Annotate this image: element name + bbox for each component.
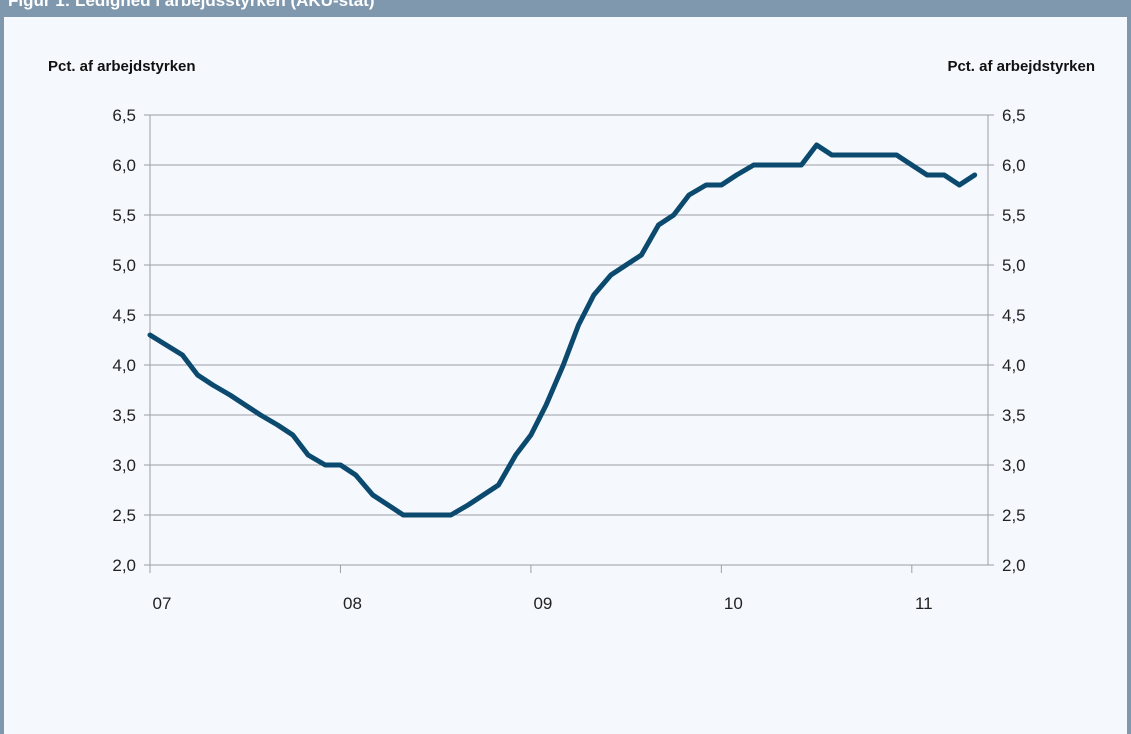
- y-tick-label-right: 2,0: [1002, 556, 1026, 575]
- y-tick-label-right: 3,0: [1002, 456, 1026, 475]
- y-tick-label-right: 5,5: [1002, 206, 1026, 225]
- y-tick-label-left: 3,0: [112, 456, 136, 475]
- y-tick-label-left: 5,5: [112, 206, 136, 225]
- y-tick-label-left: 6,5: [112, 106, 136, 125]
- series-line: [147, 142, 978, 518]
- figure-title: Figur 1: Ledighed i arbejdsstyrken (AKU-…: [8, 0, 375, 10]
- x-tick-label: 07: [153, 594, 172, 613]
- y-tick-label-left: 6,0: [112, 156, 136, 175]
- y-tick-label-right: 2,5: [1002, 506, 1026, 525]
- y-tick-label-right: 6,0: [1002, 156, 1026, 175]
- y-tick-label-left: 2,5: [112, 506, 136, 525]
- y-tick-label-left: 4,5: [112, 306, 136, 325]
- y-tick-label-left: 4,0: [112, 356, 136, 375]
- y-tick-label-right: 5,0: [1002, 256, 1026, 275]
- y-tick-label-left: 5,0: [112, 256, 136, 275]
- y-tick-label-right: 3,5: [1002, 406, 1026, 425]
- y-tick-label-right: 4,5: [1002, 306, 1026, 325]
- y-tick-label-left: 3,5: [112, 406, 136, 425]
- x-tick-label: 08: [343, 594, 362, 613]
- y-axis-label-left: Pct. af arbejdstyrken: [48, 58, 196, 75]
- y-tick-label-right: 4,0: [1002, 356, 1026, 375]
- y-tick-label-right: 6,5: [1002, 106, 1026, 125]
- figure-header-bar: Figur 1: Ledighed i arbejdsstyrken (AKU-…: [0, 0, 1131, 17]
- y-tick-label-left: 2,0: [112, 556, 136, 575]
- x-tick-label: 11: [915, 594, 933, 613]
- x-tick-label: 10: [724, 594, 743, 613]
- y-axis-label-right: Pct. af arbejdstyrken: [947, 58, 1095, 75]
- x-tick-label: 09: [533, 594, 552, 613]
